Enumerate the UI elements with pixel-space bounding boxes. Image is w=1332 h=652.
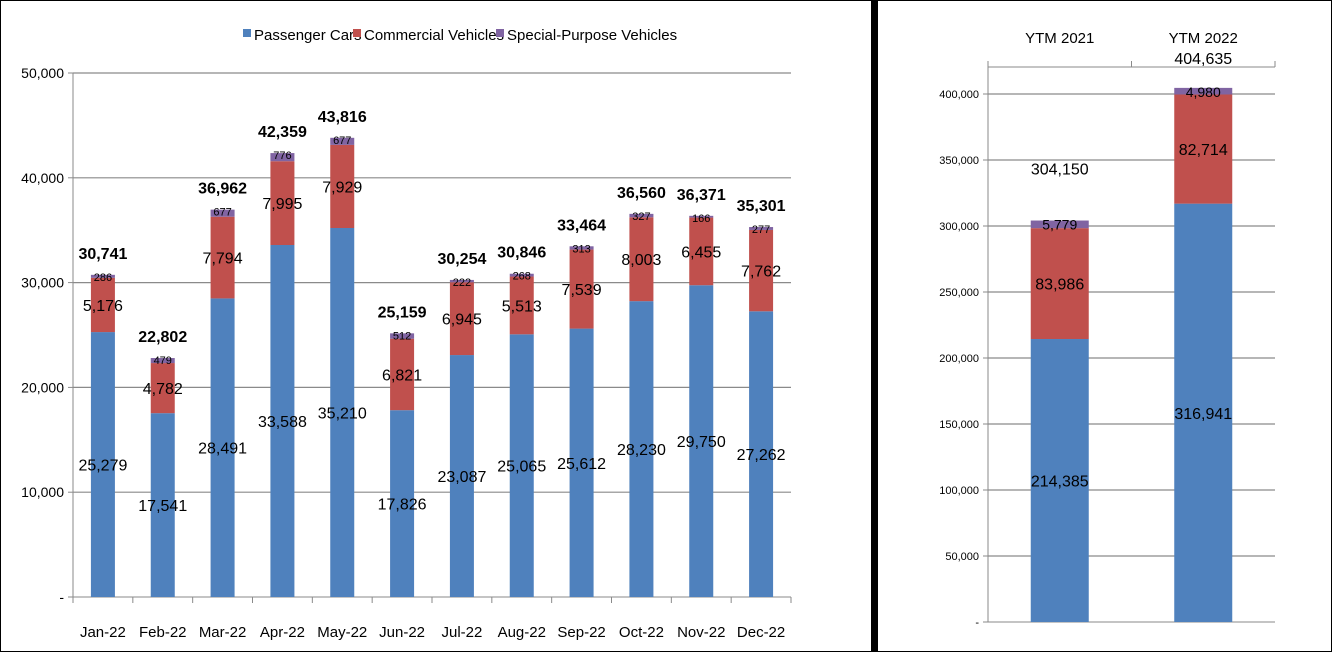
data-label-commercial-vehicles: 5,176 (83, 298, 123, 315)
x-tick-label: May-22 (317, 624, 367, 641)
data-label-special-purpose: 479 (154, 355, 172, 367)
ytm-sales-chart: - 50,000 100,000 150,000 200,000 250,000 300,0… (878, 1, 1331, 651)
legend-swatch-passenger-cars (243, 29, 251, 37)
y-tick-label: 30,000 (21, 275, 64, 291)
data-label-commercial-vehicles: 7,794 (203, 251, 243, 268)
legend-label-passenger-cars: Passenger Cars (254, 27, 362, 44)
legend-label-commercial-vehicles: Commercial Vehicles (364, 27, 504, 44)
x-tick-label: Aug-22 (498, 624, 546, 641)
total-label: 30,254 (437, 251, 486, 268)
y-tick-label: 50,000 (945, 551, 979, 563)
legend-swatch-commercial-vehicles (353, 29, 361, 37)
total-label: 35,301 (737, 198, 786, 215)
x-tick-label: YTM 2022 (1169, 30, 1238, 47)
data-label-passenger-cars: 29,750 (677, 434, 726, 451)
total-label: 33,464 (557, 217, 606, 234)
data-label-special-purpose: 776 (273, 150, 291, 162)
data-label-passenger-cars: 25,065 (497, 459, 546, 476)
total-label: 404,635 (1174, 51, 1232, 68)
data-label-passenger-cars: 25,279 (78, 458, 127, 475)
data-label-commercial-vehicles: 6,821 (382, 367, 422, 384)
total-label: 304,150 (1031, 162, 1089, 179)
data-label-passenger-cars: 35,210 (318, 405, 367, 422)
data-label-commercial-vehicles: 7,762 (741, 264, 781, 281)
total-label: 43,816 (318, 109, 367, 126)
data-label-passenger-cars: 33,588 (258, 414, 307, 431)
x-tick-label: Jul-22 (441, 624, 482, 641)
data-label-special-purpose: 277 (752, 224, 770, 236)
data-label-special-purpose: 286 (94, 272, 112, 284)
total-label: 42,359 (258, 124, 307, 141)
y-tick-label: 100,000 (939, 485, 979, 497)
legend-swatch-special-purpose-vehicles (496, 29, 504, 37)
data-label-passenger-cars: 23,087 (437, 469, 486, 486)
data-label-commercial-vehicles: 83,986 (1035, 277, 1084, 294)
data-label-commercial-vehicles: 7,995 (262, 196, 302, 213)
total-label: 25,159 (378, 304, 427, 321)
data-label-passenger-cars: 17,826 (378, 497, 427, 514)
x-tick-label: Dec-22 (737, 624, 785, 641)
data-label-passenger-cars: 27,262 (737, 447, 786, 464)
x-tick-label: Sep-22 (557, 624, 605, 641)
y-tick-label: 350,000 (939, 155, 979, 167)
y-tick-label: 50,000 (21, 65, 64, 81)
x-tick-label: Nov-22 (677, 624, 725, 641)
data-label-commercial-vehicles: 82,714 (1179, 142, 1228, 159)
data-label-commercial-vehicles: 7,929 (322, 179, 362, 196)
total-label: 22,802 (138, 329, 187, 346)
data-label-special-purpose: 313 (572, 243, 590, 255)
data-label-passenger-cars: 28,491 (198, 441, 247, 458)
data-label-commercial-vehicles: 7,539 (562, 282, 602, 299)
data-label-special-purpose: 677 (213, 207, 231, 219)
data-label-passenger-cars: 28,230 (617, 442, 666, 459)
total-label: 36,962 (198, 181, 247, 198)
total-label: 30,741 (78, 246, 127, 263)
data-label-special-purpose: 327 (632, 211, 650, 223)
monthly-chart-panel: - 10,000 20,000 30,000 40,000 50,000 25,279 5,1… (0, 0, 872, 652)
x-tick-label: Apr-22 (260, 624, 305, 641)
total-label: 36,371 (677, 187, 726, 204)
data-label-special-purpose: 4,980 (1186, 84, 1221, 100)
data-label-commercial-vehicles: 6,945 (442, 312, 482, 329)
y-tick-label: 300,000 (939, 221, 979, 233)
y-tick-label: 400,000 (939, 89, 979, 101)
data-label-commercial-vehicles: 4,782 (143, 381, 183, 398)
y-tick-label: 250,000 (939, 287, 979, 299)
data-label-special-purpose: 222 (453, 277, 471, 289)
x-tick-label: Jan-22 (80, 624, 126, 641)
data-label-commercial-vehicles: 5,513 (502, 298, 542, 315)
x-tick-label: Mar-22 (199, 624, 247, 641)
ytm-chart-panel: - 50,000 100,000 150,000 200,000 250,000 300,0… (877, 0, 1332, 652)
data-label-special-purpose: 677 (333, 135, 351, 147)
data-label-special-purpose: 512 (393, 330, 411, 342)
data-label-passenger-cars: 214,385 (1031, 474, 1089, 491)
data-label-special-purpose: 268 (513, 271, 531, 283)
x-tick-label: Oct-22 (619, 624, 664, 641)
total-label: 36,560 (617, 185, 666, 202)
data-label-passenger-cars: 25,612 (557, 456, 606, 473)
data-label-special-purpose: 166 (692, 213, 710, 225)
y-tick-label: 20,000 (21, 379, 64, 395)
data-label-commercial-vehicles: 8,003 (621, 252, 661, 269)
data-label-commercial-vehicles: 6,455 (681, 244, 721, 261)
data-label-special-purpose: 5,779 (1042, 217, 1077, 233)
x-tick-label: Jun-22 (379, 624, 425, 641)
total-label: 30,846 (497, 245, 546, 262)
data-label-passenger-cars: 316,941 (1174, 406, 1232, 423)
x-tick-label: YTM 2021 (1025, 30, 1094, 47)
y-tick-label: - (975, 617, 979, 629)
legend-label-special-purpose-vehicles: Special-Purpose Vehicles (507, 27, 677, 44)
y-tick-label: 150,000 (939, 419, 979, 431)
x-tick-label: Feb-22 (139, 624, 187, 641)
monthly-sales-chart: - 10,000 20,000 30,000 40,000 50,000 25,279 5,1… (1, 1, 871, 651)
y-tick-label: 40,000 (21, 170, 64, 186)
y-tick-label: - (59, 589, 64, 605)
data-label-passenger-cars: 17,541 (138, 498, 187, 515)
y-tick-label: 200,000 (939, 353, 979, 365)
y-tick-label: 10,000 (21, 484, 64, 500)
